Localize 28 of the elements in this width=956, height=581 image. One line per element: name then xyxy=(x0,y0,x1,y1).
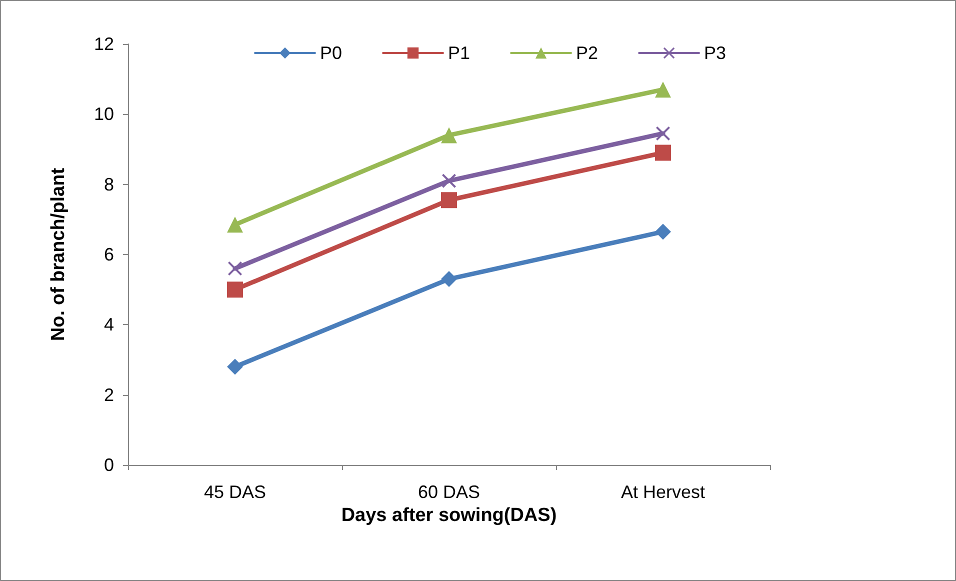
x-tick-label: 45 DAS xyxy=(204,482,266,502)
point xyxy=(227,358,243,375)
y-tick-label: 12 xyxy=(94,34,114,54)
x-tick-label: 60 DAS xyxy=(418,482,480,502)
point xyxy=(655,82,671,98)
point xyxy=(441,192,457,208)
point xyxy=(442,174,456,188)
y-tick-label: 8 xyxy=(104,174,114,194)
legend-label: P3 xyxy=(704,43,726,63)
point xyxy=(655,144,671,161)
x-axis-title: Days after sowing(DAS) xyxy=(341,504,557,526)
x-tick-label: At Hervest xyxy=(620,482,706,502)
point xyxy=(656,126,670,140)
y-tick-label: 4 xyxy=(104,314,114,335)
y-tick-label: 0 xyxy=(104,455,114,475)
point xyxy=(441,271,457,288)
y-tick-label: 10 xyxy=(94,104,114,124)
point xyxy=(228,262,242,276)
legend-label: P0 xyxy=(320,43,342,63)
y-tick-label: 6 xyxy=(104,244,114,264)
point xyxy=(227,282,243,298)
y-tick-label: 2 xyxy=(104,384,114,405)
point xyxy=(441,127,457,144)
y-axis-title: No. of branch/plant xyxy=(48,167,69,342)
legend-label: P2 xyxy=(576,43,598,63)
point xyxy=(655,224,671,240)
point xyxy=(227,216,243,233)
legend-label: P1 xyxy=(448,43,470,63)
